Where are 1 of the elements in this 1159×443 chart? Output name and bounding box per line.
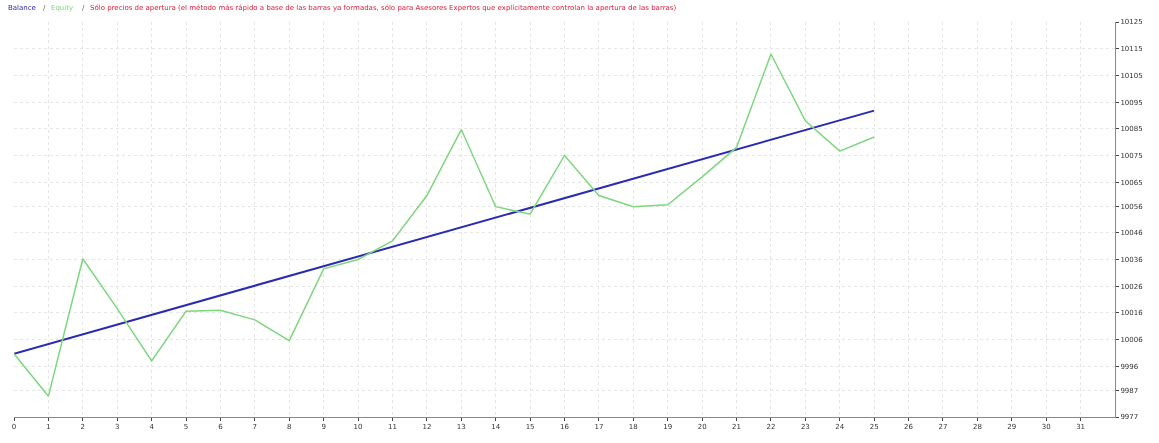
line-series: [14, 53, 875, 397]
